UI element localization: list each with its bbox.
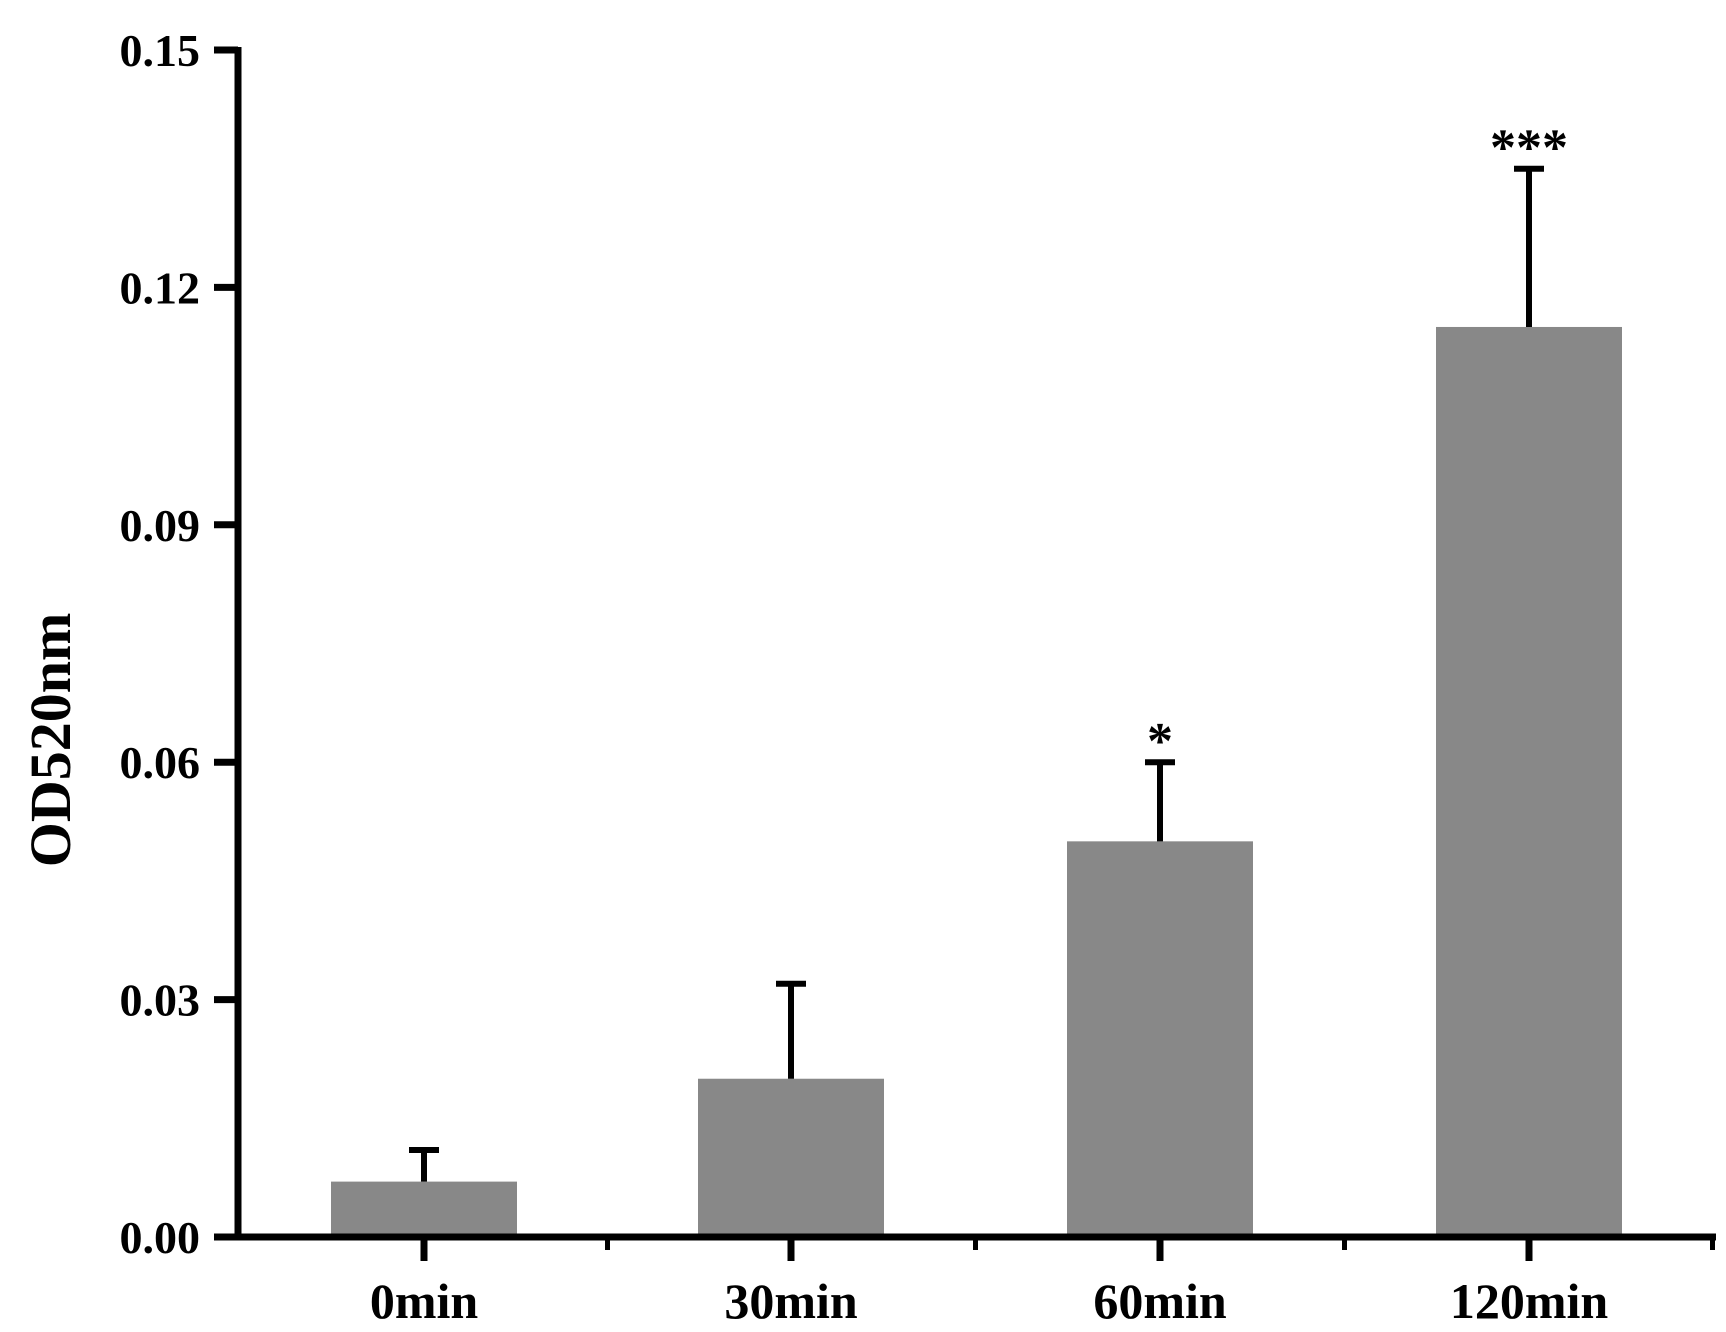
y-tick-label: 0.03 — [120, 975, 201, 1026]
y-tick-label: 0.00 — [120, 1212, 201, 1263]
bar-30min — [698, 1078, 884, 1237]
y-axis-label: OD520nm — [18, 613, 83, 868]
significance-label: *** — [1490, 120, 1568, 177]
y-tick-label: 0.09 — [120, 500, 201, 551]
bar-60min — [1067, 841, 1253, 1237]
bar-0min — [331, 1181, 517, 1237]
y-ticks-layer: 0.00 0.03 0.06 0.09 0.12 0.15 — [120, 25, 238, 1263]
annotations-layer: **** — [1147, 120, 1568, 771]
x-tick-label: 30min — [724, 1273, 858, 1329]
x-tick-label: 60min — [1093, 1273, 1227, 1329]
error-bars-layer — [409, 165, 1544, 1182]
y-tick-label: 0.12 — [120, 262, 201, 313]
bars-layer — [331, 326, 1622, 1237]
bar-120min — [1436, 326, 1622, 1237]
y-tick-label: 0.15 — [120, 25, 201, 76]
x-tick-label: 120min — [1450, 1273, 1609, 1329]
significance-label: * — [1147, 713, 1173, 770]
y-tick-label: 0.06 — [120, 737, 201, 788]
x-ticks-layer: 0min 30min 60min 120min — [370, 1237, 1715, 1329]
x-tick-label: 0min — [370, 1273, 479, 1329]
